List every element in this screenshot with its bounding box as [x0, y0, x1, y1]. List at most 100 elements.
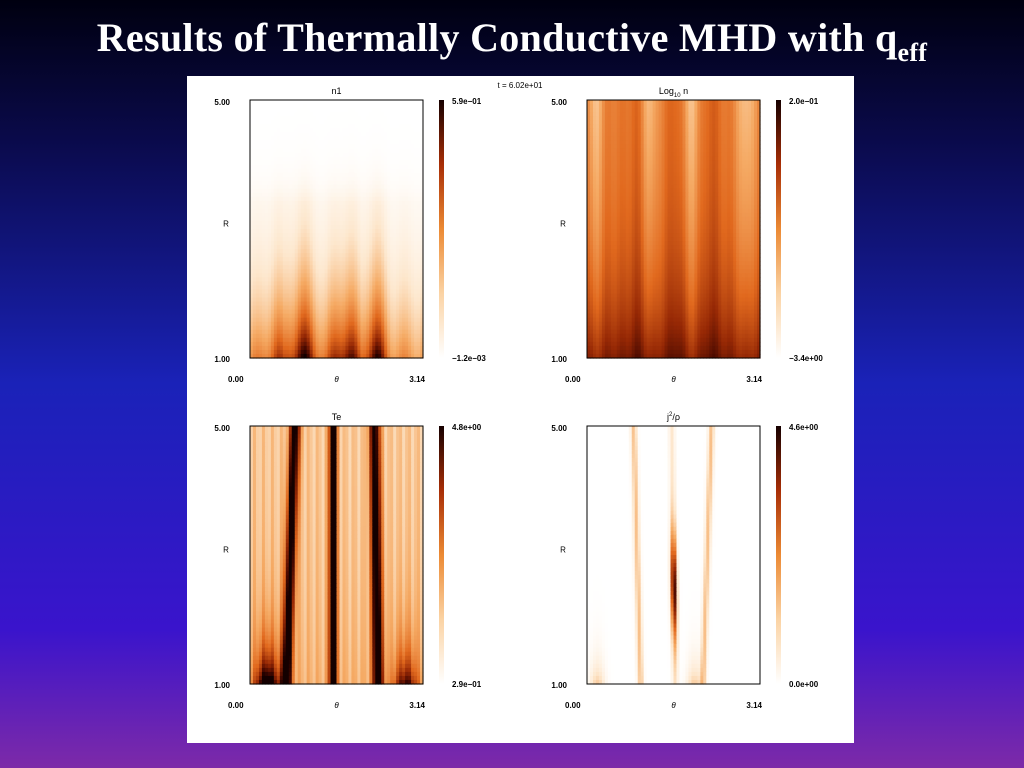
heatmap-cell: [721, 164, 725, 170]
heatmap-cell: [393, 345, 397, 351]
heatmap-cell: [261, 353, 266, 359]
heatmap-cell: [252, 253, 257, 258]
heatmap-cell: [252, 144, 257, 149]
heatmap-cell: [270, 208, 275, 214]
heatmap-cell: [273, 237, 278, 242]
heatmap-cell: [288, 200, 293, 206]
heatmap-cell: [694, 176, 698, 182]
heatmap-cell: [369, 196, 373, 202]
heatmap-cell: [297, 353, 302, 359]
heatmap-cell: [739, 156, 743, 162]
heatmap-cell: [396, 156, 400, 162]
heatmap-cell: [381, 281, 385, 287]
heatmap-cell: [258, 329, 263, 335]
heatmap-cell: [306, 148, 311, 154]
heatmap-cell: [294, 265, 299, 270]
heatmap-cell: [276, 124, 281, 129]
heatmap-cell: [250, 317, 254, 323]
heatmap-cell: [321, 220, 326, 226]
heatmap-cell: [652, 128, 657, 133]
heatmap-cell: [736, 128, 740, 133]
heatmap-cell: [700, 180, 704, 186]
heatmap-cell: [306, 156, 311, 162]
heatmap-cell: [348, 172, 353, 178]
heatmap-cell: [411, 144, 415, 149]
heatmap-cell: [252, 188, 257, 194]
heatmap-cell: [369, 309, 373, 315]
heatmap-cell: [724, 168, 728, 174]
heatmap-cell: [327, 345, 332, 351]
heatmap-cell: [381, 200, 385, 206]
heatmap-cell: [399, 216, 403, 222]
heatmap-cell: [619, 116, 624, 121]
heatmap-cell: [372, 261, 376, 266]
heatmap-cell: [745, 172, 749, 178]
heatmap-cell: [267, 168, 272, 174]
heatmap-cell: [381, 144, 385, 149]
heatmap-cell: [667, 172, 672, 178]
heatmap-cell: [315, 353, 320, 359]
heatmap-cell: [369, 297, 373, 303]
heatmap-cell: [402, 180, 406, 186]
heatmap-cell: [327, 172, 332, 178]
heatmap-cell: [381, 188, 385, 194]
heatmap-cell: [366, 124, 370, 129]
heatmap-cell: [691, 132, 695, 137]
heatmap-cell: [661, 128, 666, 133]
heatmap-cell: [288, 148, 293, 154]
heatmap-cell: [258, 229, 263, 234]
heatmap-cell: [411, 313, 415, 319]
heatmap-cell: [291, 341, 296, 347]
heatmap-cell: [285, 261, 290, 266]
heatmap-cell: [285, 337, 290, 343]
heatmap-cell: [667, 120, 672, 125]
heatmap-cell: [250, 249, 254, 254]
heatmap-cell: [258, 212, 263, 218]
heatmap-cell: [676, 136, 681, 141]
heatmap-cell: [649, 168, 654, 174]
heatmap-cell: [733, 120, 737, 125]
heatmap-cell: [706, 100, 710, 105]
heatmap-cell: [721, 116, 725, 121]
heatmap-cell: [390, 192, 394, 198]
heatmap-cell: [411, 317, 415, 323]
heatmap-cell: [291, 164, 296, 170]
heatmap-cell: [733, 104, 737, 109]
heatmap-cell: [420, 249, 424, 254]
heatmap-cell: [339, 156, 344, 162]
heatmap-cell: [670, 124, 675, 129]
heatmap-cell: [273, 333, 278, 339]
heatmap-cell: [745, 128, 749, 133]
heatmap-cell: [250, 285, 254, 291]
heatmap-cell: [336, 229, 341, 234]
heatmap-cell: [676, 120, 681, 125]
heatmap-cell: [607, 124, 612, 129]
heatmap-cell: [354, 132, 358, 137]
heatmap-cell: [634, 184, 639, 190]
heatmap-cell: [250, 112, 254, 117]
heatmap-cell: [369, 172, 373, 178]
heatmap-cell: [336, 116, 341, 121]
heatmap-cell: [330, 188, 335, 194]
heatmap-cell: [387, 309, 391, 315]
heatmap-cell: [604, 132, 609, 137]
heatmap-cell: [679, 184, 684, 190]
heatmap-cell: [312, 229, 317, 234]
heatmap-cell: [631, 124, 636, 129]
heatmap-cell: [736, 124, 740, 129]
heatmap-cell: [315, 120, 320, 125]
heatmap-cell: [691, 168, 695, 174]
heatmap-cell: [706, 120, 710, 125]
heatmap-cell: [297, 273, 302, 278]
heatmap-cell: [399, 104, 403, 109]
heatmap-cell: [414, 345, 418, 351]
heatmap-cell: [742, 148, 746, 154]
heatmap-cell: [357, 305, 361, 311]
heatmap-cell: [631, 136, 636, 141]
heatmap-cell: [387, 220, 391, 226]
heatmap-cell: [276, 265, 281, 270]
heatmap-cell: [390, 289, 394, 295]
heatmap-cell: [339, 136, 344, 141]
heatmap-cell: [420, 293, 424, 299]
heatmap-cell: [333, 180, 338, 186]
